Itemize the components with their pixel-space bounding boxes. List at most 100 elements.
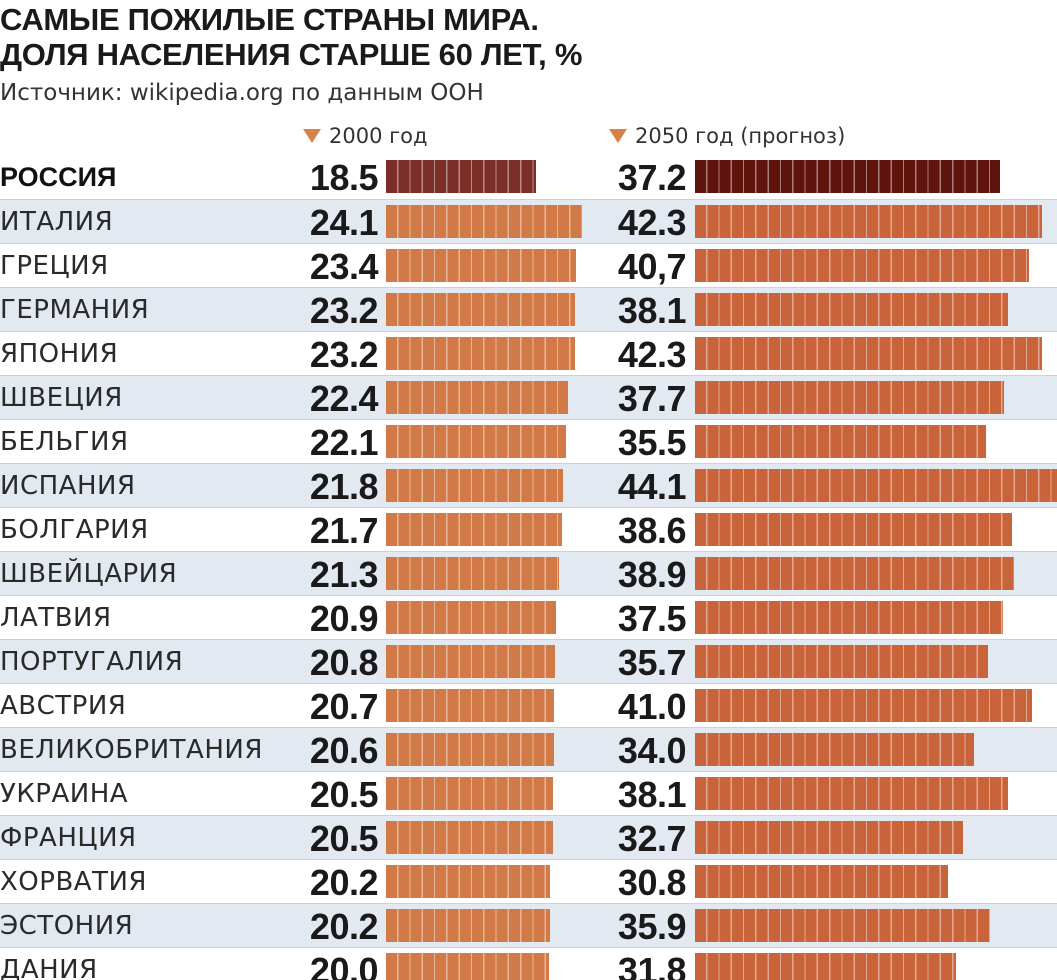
bar-2050 [695, 513, 1012, 546]
category-label: ИСПАНИЯ [0, 471, 136, 501]
category-label: ШВЕЙЦАРИЯ [0, 559, 178, 589]
data-label-2050: 37.7 [617, 378, 687, 419]
bar-2050 [695, 909, 990, 942]
bar-2000 [386, 249, 576, 282]
bar-2000 [386, 557, 559, 590]
chart-row: ЛАТВИЯ 20.9 37.5 [0, 595, 1057, 639]
data-label-2000: 24.1 [309, 202, 379, 243]
category-label: ЯПОНИЯ [0, 339, 119, 369]
bar-2000 [386, 513, 562, 546]
data-label-2000: 20.2 [309, 862, 379, 903]
data-label-2000: 20.2 [309, 906, 379, 947]
chart-title: САМЫЕ ПОЖИЛЫЕ СТРАНЫ МИРА. ДОЛЯ НАСЕЛЕНИ… [0, 2, 582, 72]
bar-2000 [386, 733, 554, 766]
chart-row: БОЛГАРИЯ 21.7 38.6 [0, 507, 1057, 551]
source-note: Источник: wikipedia.org по данным ООН [0, 80, 484, 106]
bar-2000 [386, 777, 553, 810]
bar-chart: РОССИЯ 18.5 37.2 ИТАЛИЯ 24.1 42.3 ГРЕЦИЯ 23.4 40… [0, 155, 1057, 980]
data-label-2050: 38.9 [617, 554, 687, 595]
bar-2050 [695, 557, 1014, 590]
bar-2050 [695, 293, 1008, 326]
bar-2000 [386, 160, 536, 193]
category-label: ГРЕЦИЯ [0, 251, 109, 281]
data-label-2000: 20.5 [309, 818, 379, 859]
category-label: УКРАИНА [0, 779, 129, 809]
data-label-2050: 42.3 [617, 334, 687, 375]
triangle-down-icon [609, 129, 627, 143]
category-label: ШВЕЦИЯ [0, 383, 123, 413]
bar-2000 [386, 865, 550, 898]
data-label-2050: 44.1 [617, 466, 687, 507]
bar-2000 [386, 601, 556, 634]
data-label-2000: 20.7 [309, 686, 379, 727]
bar-2000 [386, 469, 563, 502]
chart-row: ШВЕЦИЯ 22.4 37.7 [0, 375, 1057, 419]
category-label: АВСТРИЯ [0, 691, 127, 721]
data-label-2000: 21.7 [309, 510, 379, 551]
chart-row: ГЕРМАНИЯ 23.2 38.1 [0, 287, 1057, 331]
legend-2000-label: 2000 год [329, 124, 428, 148]
data-label-2050: 35.5 [617, 422, 687, 463]
chart-row: ГРЕЦИЯ 23.4 40,7 [0, 243, 1057, 287]
category-label: ФРАНЦИЯ [0, 823, 137, 853]
bar-2000 [386, 645, 555, 678]
bar-2000 [386, 293, 575, 326]
data-label-2050: 37.5 [617, 598, 687, 639]
bar-2050 [695, 953, 956, 980]
chart-row: РОССИЯ 18.5 37.2 [0, 155, 1057, 199]
data-label-2050: 38.6 [617, 510, 687, 551]
data-label-2050: 30.8 [617, 862, 687, 903]
bar-2000 [386, 689, 554, 722]
chart-row: ШВЕЙЦАРИЯ 21.3 38.9 [0, 551, 1057, 595]
bar-2050 [695, 425, 986, 458]
bar-2050 [695, 205, 1042, 238]
triangle-down-icon [303, 129, 321, 143]
bar-2050 [695, 249, 1029, 282]
data-label-2050: 31.8 [617, 950, 687, 980]
chart-row: ХОРВАТИЯ 20.2 30.8 [0, 859, 1057, 903]
chart-row: ПОРТУГАЛИЯ 20.8 35.7 [0, 639, 1057, 683]
data-label-2000: 20.5 [309, 774, 379, 815]
chart-row: ЭСТОНИЯ 20.2 35.9 [0, 903, 1057, 947]
data-label-2050: 35.9 [617, 906, 687, 947]
chart-row: ЯПОНИЯ 23.2 42.3 [0, 331, 1057, 375]
category-label: ЛАТВИЯ [0, 603, 112, 633]
bar-2050 [695, 160, 1000, 193]
category-label: БЕЛЬГИЯ [0, 427, 129, 457]
data-label-2050: 40,7 [617, 246, 687, 287]
data-label-2000: 20.8 [309, 642, 379, 683]
bar-2000 [386, 205, 582, 238]
bar-2000 [386, 821, 553, 854]
bar-2000 [386, 381, 568, 414]
data-label-2000: 23.2 [309, 334, 379, 375]
data-label-2000: 21.3 [309, 554, 379, 595]
category-label: РОССИЯ [0, 162, 117, 192]
bar-2050 [695, 733, 974, 766]
bar-2050 [695, 469, 1057, 502]
chart-row: ИТАЛИЯ 24.1 42.3 [0, 199, 1057, 243]
data-label-2050: 38.1 [617, 290, 687, 331]
data-label-2050: 41.0 [617, 686, 687, 727]
category-label: ДАНИЯ [0, 955, 98, 980]
category-label: БОЛГАРИЯ [0, 515, 149, 545]
bar-2000 [386, 909, 550, 942]
legend-2050: 2050 год (прогноз) [609, 122, 845, 150]
bar-2000 [386, 953, 549, 980]
bar-2050 [695, 821, 963, 854]
data-label-2000: 23.2 [309, 290, 379, 331]
data-label-2000: 20.6 [309, 730, 379, 771]
chart-row: ИСПАНИЯ 21.8 44.1 [0, 463, 1057, 507]
category-label: ЭСТОНИЯ [0, 911, 134, 941]
data-label-2050: 42.3 [617, 202, 687, 243]
category-label: ГЕРМАНИЯ [0, 295, 150, 325]
data-label-2000: 22.4 [309, 378, 379, 419]
chart-row: ВЕЛИКОБРИТАНИЯ 20.6 34.0 [0, 727, 1057, 771]
bar-2000 [386, 337, 575, 370]
chart-title-line-1: САМЫЕ ПОЖИЛЫЕ СТРАНЫ МИРА. [0, 2, 539, 37]
category-label: ИТАЛИЯ [0, 207, 114, 237]
legend-2000: 2000 год [303, 122, 428, 150]
data-label-2000: 22.1 [309, 422, 379, 463]
legend-2050-label: 2050 год (прогноз) [635, 124, 846, 148]
bar-2050 [695, 865, 948, 898]
data-label-2050: 32.7 [617, 818, 687, 859]
